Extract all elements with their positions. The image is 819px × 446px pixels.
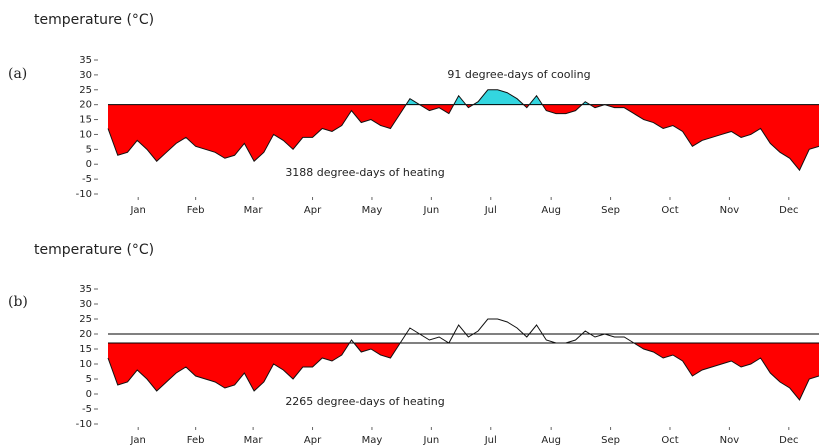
y-tick-label: 5 [86, 144, 92, 155]
chart-title: temperature (°C) [34, 242, 154, 258]
annotation: 2265 degree-days of heating [285, 395, 444, 408]
y-tick-label: 35 [79, 55, 92, 66]
y-tick-label: 15 [79, 344, 92, 355]
panel-label: (a) [8, 66, 27, 82]
heating-area [108, 343, 819, 400]
x-tick-label: Apr [304, 435, 322, 446]
x-tick-label: Nov [720, 205, 740, 216]
x-tick-label: Jul [484, 205, 497, 216]
y-tick-label: 10 [79, 129, 92, 140]
x-tick-label: Oct [661, 205, 678, 216]
x-tick-label: Jun [423, 435, 440, 446]
y-tick-label: 0 [86, 159, 92, 170]
y-tick-label: -10 [76, 419, 92, 430]
x-tick-label: Dec [779, 435, 798, 446]
y-tick-label: -5 [82, 174, 92, 185]
heating-area [108, 104, 819, 171]
y-tick-label: 25 [79, 85, 92, 96]
x-tick-label: Aug [541, 205, 561, 216]
y-tick-label: 5 [86, 374, 92, 385]
x-tick-label: Dec [779, 205, 798, 216]
x-tick-label: Sep [601, 205, 620, 216]
annotation: 3188 degree-days of heating [285, 166, 444, 179]
y-tick-label: 10 [79, 359, 92, 370]
x-tick-label: May [362, 435, 383, 446]
temperature-line [107, 89, 819, 172]
x-tick-label: Jan [129, 205, 145, 216]
chart-title: temperature (°C) [34, 12, 154, 28]
x-tick-label: Sep [601, 435, 620, 446]
x-tick-label: Jul [484, 435, 497, 446]
x-tick-label: Jun [423, 205, 440, 216]
x-tick-label: Nov [720, 435, 740, 446]
annotation: 91 degree-days of cooling [447, 68, 590, 81]
cooling-area [406, 89, 591, 105]
x-tick-label: Feb [187, 205, 205, 216]
panel-label: (b) [8, 294, 28, 310]
y-tick-label: 0 [86, 389, 92, 400]
x-tick-label: Mar [244, 205, 264, 216]
x-tick-label: Aug [541, 435, 561, 446]
y-tick-label: 30 [79, 299, 92, 310]
y-tick-label: 15 [79, 115, 92, 126]
y-tick-label: 25 [79, 314, 92, 325]
y-tick-label: 20 [79, 100, 92, 111]
temperature-line [107, 318, 819, 401]
y-tick-label: 35 [79, 284, 92, 295]
x-tick-label: Apr [304, 205, 322, 216]
x-tick-label: Jan [129, 435, 145, 446]
y-tick-label: 20 [79, 329, 92, 340]
x-tick-label: Feb [187, 435, 205, 446]
x-tick-label: Mar [244, 435, 264, 446]
y-tick-label: 30 [79, 70, 92, 81]
x-tick-label: Oct [661, 435, 678, 446]
y-tick-label: -10 [76, 189, 92, 200]
x-tick-label: May [362, 205, 383, 216]
y-tick-label: -5 [82, 404, 92, 415]
